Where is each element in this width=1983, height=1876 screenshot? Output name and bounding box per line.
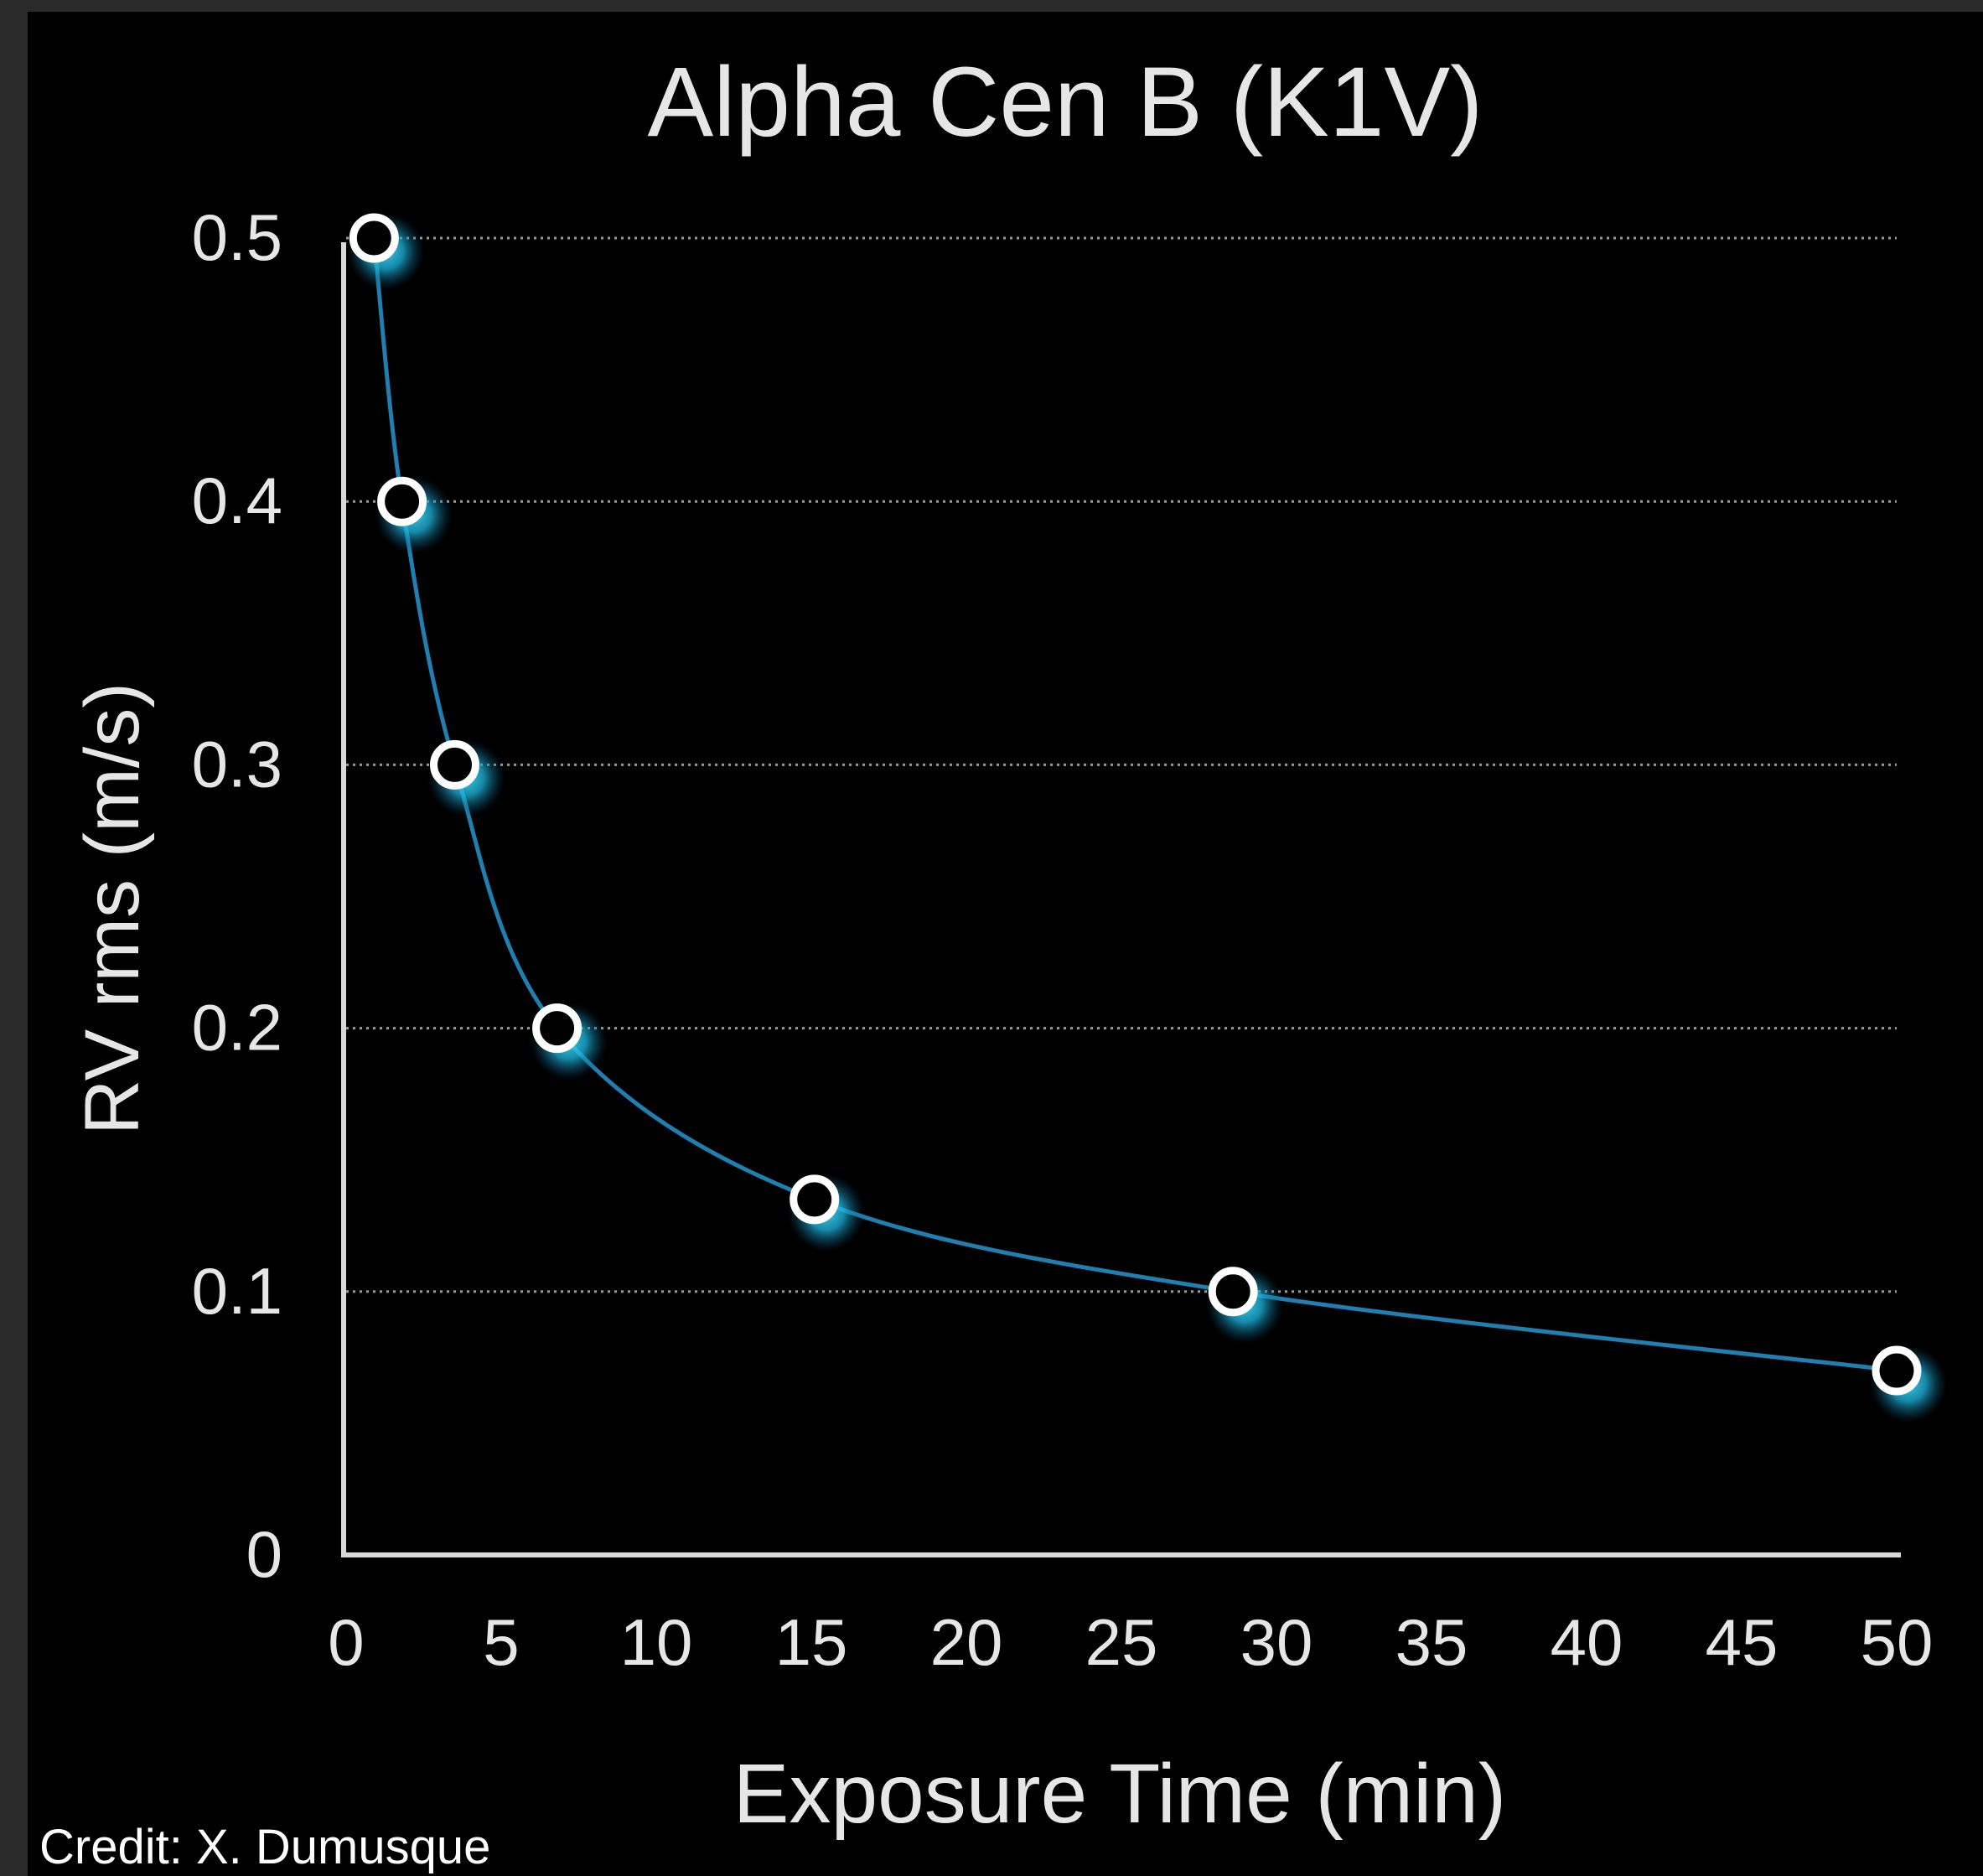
y-tick-label: 0.4 (192, 464, 282, 537)
y-tick-label: 0 (246, 1517, 282, 1591)
data-point (1208, 1267, 1258, 1317)
x-tick-label: 0 (328, 1605, 364, 1679)
y-tick-label: 0.3 (192, 727, 282, 801)
chart-frame: Alpha Cen B (K1V) RV rms (m/s) Exposure … (28, 12, 1983, 1876)
x-tick-label: 50 (1861, 1605, 1934, 1679)
x-axis-label: Exposure Time (min) (733, 1747, 1506, 1841)
y-axis-label: RV rms (m/s) (70, 682, 155, 1135)
x-tick-label: 35 (1395, 1605, 1468, 1679)
x-tick-label: 5 (483, 1605, 519, 1679)
data-point (349, 213, 399, 263)
chart: Alpha Cen B (K1V) RV rms (m/s) Exposure … (70, 47, 1947, 1841)
data-point (430, 739, 479, 790)
data-point (377, 476, 427, 526)
x-tick-label: 25 (1085, 1605, 1158, 1679)
x-tick-label: 10 (620, 1605, 693, 1679)
data-point (790, 1174, 840, 1225)
y-tick-label: 0.5 (192, 200, 282, 274)
credit-label: Credit: X. Dumusque (39, 1820, 491, 1875)
chart-title: Alpha Cen B (K1V) (648, 47, 1483, 158)
data-point (1872, 1345, 1922, 1396)
y-tick-label: 0.2 (192, 991, 282, 1065)
x-tick-label: 40 (1551, 1605, 1623, 1679)
x-tick-label: 30 (1240, 1605, 1313, 1679)
x-tick-label: 15 (775, 1605, 848, 1679)
data-point (532, 1003, 582, 1054)
y-tick-label: 0.1 (192, 1254, 282, 1328)
x-tick-label: 20 (930, 1605, 1003, 1679)
x-tick-label: 45 (1706, 1605, 1778, 1679)
series-line (371, 237, 1898, 1373)
